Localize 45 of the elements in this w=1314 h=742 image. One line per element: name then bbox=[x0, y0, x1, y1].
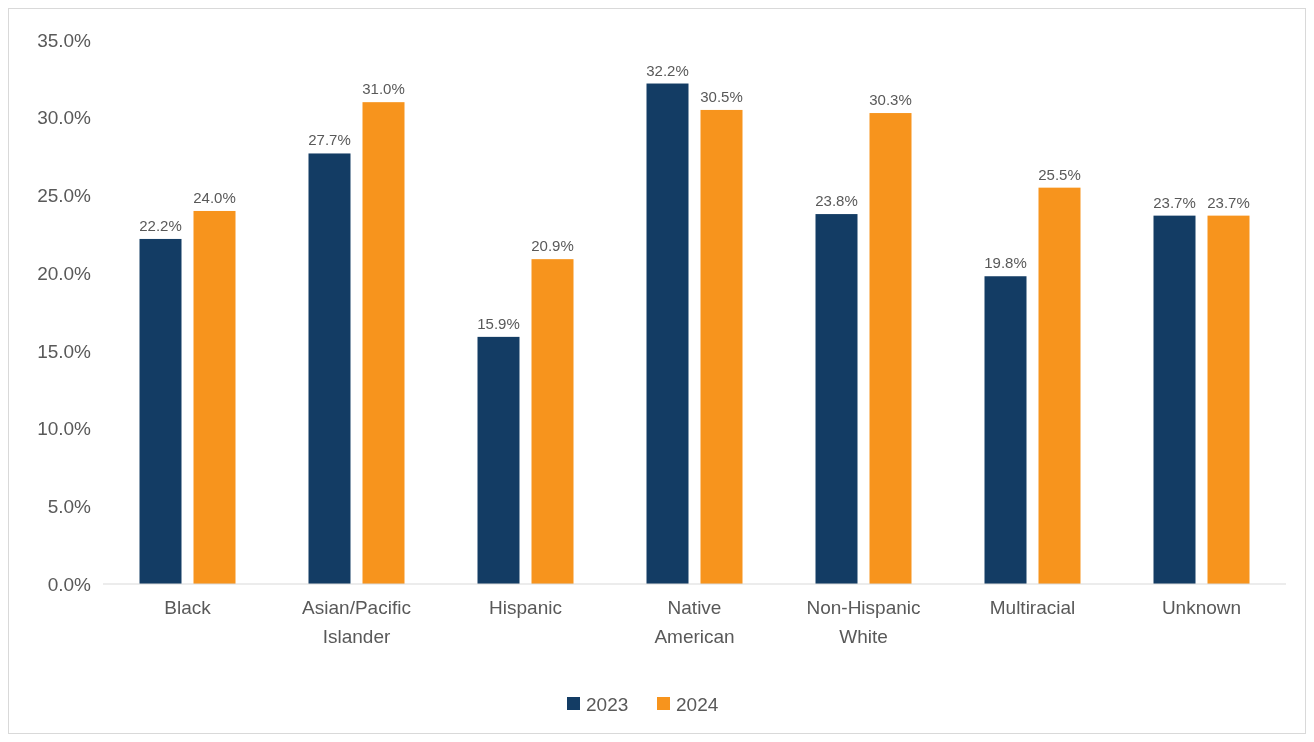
data-label: 22.2% bbox=[139, 216, 182, 234]
y-tick-label: 0.0% bbox=[47, 573, 92, 595]
data-label: 24.0% bbox=[193, 188, 236, 206]
x-tick-label: Asian/Pacific Islander bbox=[302, 597, 411, 647]
data-label: 20.9% bbox=[531, 237, 574, 255]
bar bbox=[1207, 215, 1250, 584]
bar bbox=[139, 238, 182, 584]
y-tick-label: 30.0% bbox=[37, 107, 92, 129]
bar bbox=[1153, 215, 1196, 584]
legend-label: 2024 bbox=[676, 693, 719, 715]
bar bbox=[531, 259, 574, 584]
x-tick-label: Non-Hispanic White bbox=[806, 597, 921, 647]
y-tick-label: 10.0% bbox=[37, 418, 92, 440]
bar bbox=[1038, 187, 1081, 584]
bar bbox=[193, 210, 236, 584]
x-tick-label: Unknown bbox=[1161, 597, 1242, 618]
data-label: 30.3% bbox=[869, 91, 912, 109]
data-label: 23.7% bbox=[1153, 193, 1196, 211]
bar bbox=[308, 153, 351, 584]
bar bbox=[362, 102, 405, 584]
x-tick-label: Multiracial bbox=[989, 597, 1076, 618]
data-label: 19.8% bbox=[984, 254, 1027, 272]
y-tick-label: 25.0% bbox=[37, 185, 92, 207]
y-tick-label: 15.0% bbox=[37, 340, 92, 362]
bar bbox=[984, 276, 1027, 584]
data-label: 23.7% bbox=[1207, 193, 1250, 211]
data-label: 32.2% bbox=[646, 61, 689, 79]
y-tick-label: 20.0% bbox=[37, 262, 92, 284]
data-label: 25.5% bbox=[1038, 165, 1081, 183]
data-label: 23.8% bbox=[815, 192, 858, 210]
y-tick-label: 5.0% bbox=[47, 495, 92, 517]
data-label: 15.9% bbox=[477, 314, 520, 332]
data-label: 31.0% bbox=[362, 80, 405, 98]
x-tick-label: Native American bbox=[654, 597, 735, 647]
y-tick-label: 35.0% bbox=[37, 29, 92, 51]
bar bbox=[815, 214, 858, 584]
data-label: 27.7% bbox=[308, 131, 351, 149]
bar bbox=[869, 113, 912, 584]
bar bbox=[646, 83, 689, 584]
legend-label: 2023 bbox=[586, 693, 629, 715]
bar bbox=[700, 109, 743, 584]
data-label: 30.5% bbox=[700, 87, 743, 105]
x-tick-label: Black bbox=[164, 597, 212, 618]
bar bbox=[477, 336, 520, 584]
x-tick-label: Hispanic bbox=[489, 597, 562, 618]
